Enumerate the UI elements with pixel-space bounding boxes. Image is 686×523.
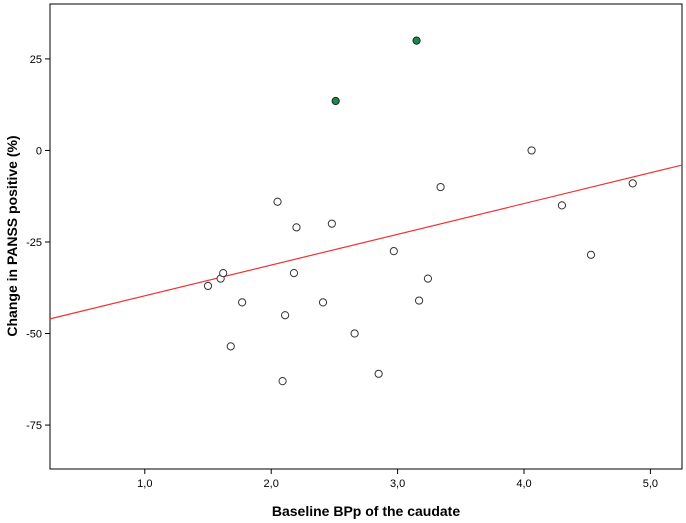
data-point xyxy=(281,311,290,320)
highlighted-data-point xyxy=(412,36,421,45)
data-point xyxy=(628,179,637,188)
plot-area xyxy=(49,3,683,470)
data-point xyxy=(327,219,336,228)
data-point xyxy=(292,223,301,232)
data-point xyxy=(238,298,247,307)
data-point xyxy=(318,298,328,307)
data-point xyxy=(203,281,213,291)
fit-line-layer xyxy=(49,164,683,320)
data-point xyxy=(374,369,383,378)
x-tick-label: 2,0 xyxy=(264,478,279,490)
y-tick-label: 0 xyxy=(36,145,42,157)
data-point xyxy=(289,269,299,278)
data-point xyxy=(273,197,282,206)
x-axis: 1,0 2,0 3,0 4,0 5,0 xyxy=(137,469,658,490)
highlighted-data-point xyxy=(331,96,340,106)
data-points xyxy=(203,36,637,386)
x-axis-title: Baseline BPp of the caudate xyxy=(272,503,460,519)
data-point xyxy=(389,247,398,256)
y-tick-label: -75 xyxy=(26,420,42,432)
data-point xyxy=(278,377,287,386)
data-point xyxy=(219,269,228,278)
y-axis-title: Change in PANSS positive (%) xyxy=(4,135,20,336)
data-point xyxy=(586,250,596,259)
y-tick-label: -50 xyxy=(26,329,42,341)
x-tick-label: 4,0 xyxy=(516,478,531,490)
x-tick-label: 3,0 xyxy=(390,478,405,490)
y-tick-label: -25 xyxy=(26,237,42,249)
data-point xyxy=(423,274,433,283)
data-point xyxy=(414,296,424,305)
x-tick-label: 5,0 xyxy=(643,478,658,490)
y-axis: 25 0 -25 -50 -75 xyxy=(26,54,50,432)
regression-line xyxy=(49,164,683,320)
data-point xyxy=(350,329,359,338)
data-point xyxy=(226,342,235,351)
y-tick-label: 25 xyxy=(30,54,42,66)
data-point xyxy=(527,146,536,155)
x-tick-label: 1,0 xyxy=(137,478,152,490)
data-point xyxy=(557,201,567,210)
data-point xyxy=(436,182,445,192)
